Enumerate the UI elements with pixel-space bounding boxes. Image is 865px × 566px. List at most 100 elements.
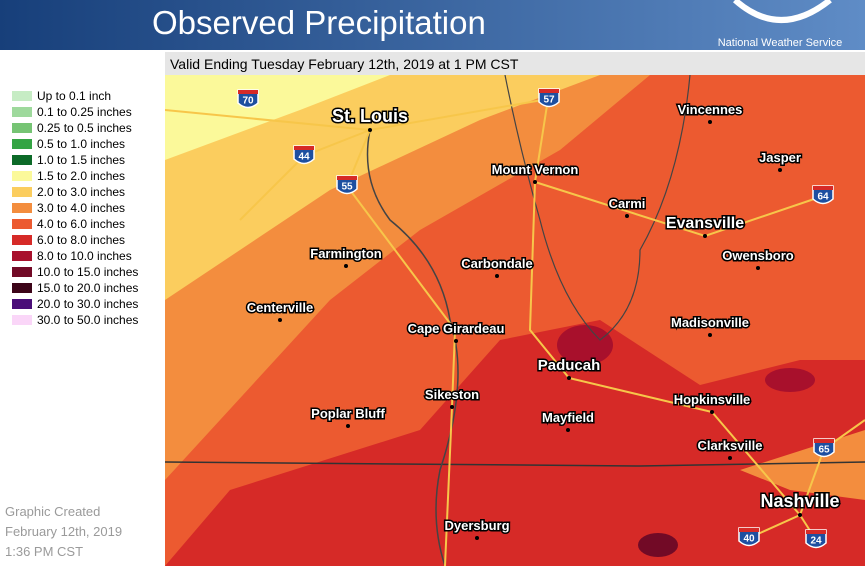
city-dot: [710, 410, 714, 414]
city-dot: [454, 339, 458, 343]
city-dot: [778, 168, 782, 172]
interstate-number: 40: [743, 534, 755, 545]
legend-label: 10.0 to 15.0 inches: [37, 265, 138, 279]
legend-swatch: [12, 267, 32, 277]
interstate-shield-top: [539, 89, 559, 93]
river: [366, 129, 459, 566]
city-label: St. Louis: [332, 106, 408, 126]
city-label: Dyersburg: [444, 518, 509, 533]
city-label: Clarksville: [697, 438, 762, 453]
legend-swatch: [12, 251, 32, 261]
interstate-shield: [538, 88, 560, 108]
city-label: Mount Vernon: [492, 162, 579, 177]
legend-swatch: [12, 139, 32, 149]
city-dot: [728, 456, 732, 460]
legend-label: 15.0 to 20.0 inches: [37, 281, 138, 295]
city-label: Mayfield: [542, 410, 594, 425]
legend-label: 2.0 to 3.0 inches: [37, 185, 125, 199]
legend-swatch: [12, 299, 32, 309]
city-label: Paducah: [538, 357, 601, 374]
footer-text: February 12th, 2019: [5, 524, 122, 539]
interstate-shield: [813, 438, 835, 458]
agency: National Weather Service: [718, 37, 843, 49]
footer: Graphic Created February 12th, 2019 1:36 P…: [5, 504, 122, 559]
legend-label: 3.0 to 4.0 inches: [37, 201, 125, 215]
state-line: [165, 461, 865, 467]
city-label: Poplar Bluff: [311, 406, 385, 421]
header-bar: [0, 0, 865, 50]
interstate-shield-top: [806, 530, 826, 534]
precip-area: [557, 325, 613, 365]
precip-area: [638, 533, 678, 557]
interstate-shield-top: [238, 90, 258, 94]
interstate-shield: [336, 175, 358, 195]
precip-area: [765, 368, 815, 392]
legend-label: 0.5 to 1.0 inches: [37, 137, 125, 151]
map: St. Louis Vincennes Mount Vernon Jasper Carm…: [165, 75, 865, 566]
legend-label: 30.0 to 50.0 inches: [37, 313, 138, 327]
legend-swatch: [12, 315, 32, 325]
city-dot: [708, 120, 712, 124]
city-dot: [475, 536, 479, 540]
city-label: Jasper: [759, 150, 801, 165]
interstate-shield-top: [739, 528, 759, 532]
city-label: Carbondale: [461, 256, 533, 271]
city-dot: [798, 513, 802, 517]
legend-label: 6.0 to 8.0 inches: [37, 233, 125, 247]
interstate-shield: [237, 89, 259, 109]
city-label: Evansville: [666, 215, 744, 232]
map-labels: St. Louis Vincennes Mount Vernon Jasper Carm…: [237, 88, 841, 549]
title: Observed Precipitation: [152, 4, 486, 41]
city-label: Madisonville: [671, 315, 749, 330]
legend-swatch: [12, 283, 32, 293]
city-dot: [533, 180, 537, 184]
city-dot: [278, 318, 282, 322]
city-label: Hopkinsville: [674, 392, 751, 407]
city-label: Cape Girardeau: [408, 321, 505, 336]
city-dot: [346, 424, 350, 428]
interstate-shield: [738, 527, 760, 547]
city-dot: [344, 264, 348, 268]
legend-label: 0.25 to 0.5 inches: [37, 121, 132, 135]
interstate-shield-top: [814, 439, 834, 443]
legend-label: 1.5 to 2.0 inches: [37, 169, 125, 183]
legend-label: 20.0 to 30.0 inches: [37, 297, 138, 311]
interstate-number: 24: [810, 536, 822, 547]
interstate-shield: [805, 529, 827, 549]
interstate-shield-top: [294, 146, 314, 150]
interstate-shield: [293, 145, 315, 165]
city-dot: [625, 214, 629, 218]
nws-logo: [733, 0, 832, 23]
legend-swatch: [12, 219, 32, 229]
legend-label: 8.0 to 10.0 inches: [37, 249, 132, 263]
legend-label: Up to 0.1 inch: [37, 89, 111, 103]
legend-swatch: [12, 187, 32, 197]
interstate-number: 65: [818, 445, 830, 456]
city-label: Carmi: [609, 196, 646, 211]
city-label: Sikeston: [425, 387, 479, 402]
legend-swatch: [12, 123, 32, 133]
city-dot: [703, 234, 707, 238]
subtitle-bar: [165, 52, 865, 75]
interstate-number: 70: [242, 96, 254, 107]
precip-area: [165, 320, 865, 566]
legend-label: 0.1 to 0.25 inches: [37, 105, 132, 119]
city-dot: [566, 428, 570, 432]
precip-area: [165, 75, 600, 300]
city-label: Vincennes: [678, 102, 743, 117]
city-label: Nashville: [760, 491, 839, 511]
footer-text: Graphic Created: [5, 504, 100, 519]
interstate-shield: [812, 185, 834, 205]
footer-text: 1:36 PM CST: [5, 544, 83, 559]
legend-swatch: [12, 91, 32, 101]
city-dot: [756, 266, 760, 270]
subtitle: Valid Ending Tuesday February 12th, 2019…: [170, 56, 519, 72]
interstate-number: 44: [298, 152, 310, 163]
interstate-shield-top: [813, 186, 833, 190]
city-dot: [368, 128, 372, 132]
legend: Up to 0.1 inch 0.1 to 0.25 inches 0.25 to …: [12, 89, 138, 327]
city-label: Owensboro: [722, 248, 794, 263]
legend-label: 1.0 to 1.5 inches: [37, 153, 125, 167]
legend-swatch: [12, 235, 32, 245]
